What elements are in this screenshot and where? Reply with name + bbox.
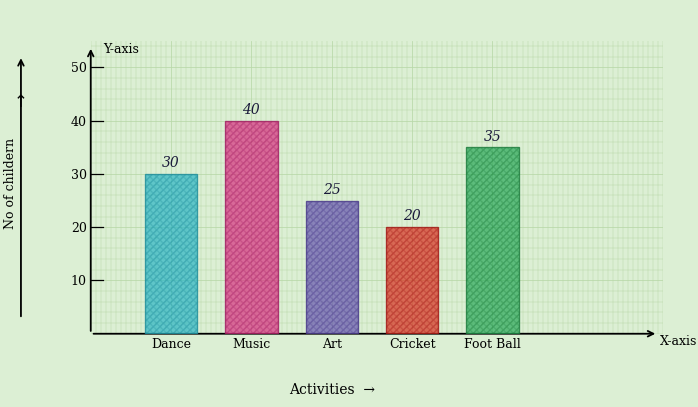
Bar [225, 120, 278, 334]
Bar [306, 201, 358, 334]
Bar [306, 201, 358, 334]
Text: 20: 20 [403, 210, 421, 223]
Text: Activities  →: Activities → [289, 383, 375, 397]
Bar [306, 201, 358, 334]
Bar [225, 120, 278, 334]
Text: 30: 30 [162, 156, 180, 170]
Text: X-axis: X-axis [660, 335, 697, 348]
Text: ↑: ↑ [14, 93, 28, 111]
Bar [145, 174, 197, 334]
Text: 40: 40 [242, 103, 260, 117]
Text: Y-axis: Y-axis [103, 44, 139, 56]
Text: 35: 35 [484, 129, 501, 144]
Bar [225, 120, 278, 334]
Bar [466, 147, 519, 334]
Bar [466, 147, 519, 334]
Bar [145, 174, 197, 334]
Bar [386, 227, 438, 334]
Bar [145, 174, 197, 334]
Bar [466, 147, 519, 334]
Bar [386, 227, 438, 334]
Text: 25: 25 [323, 183, 341, 197]
Text: No of childern: No of childern [4, 138, 17, 229]
Bar [386, 227, 438, 334]
